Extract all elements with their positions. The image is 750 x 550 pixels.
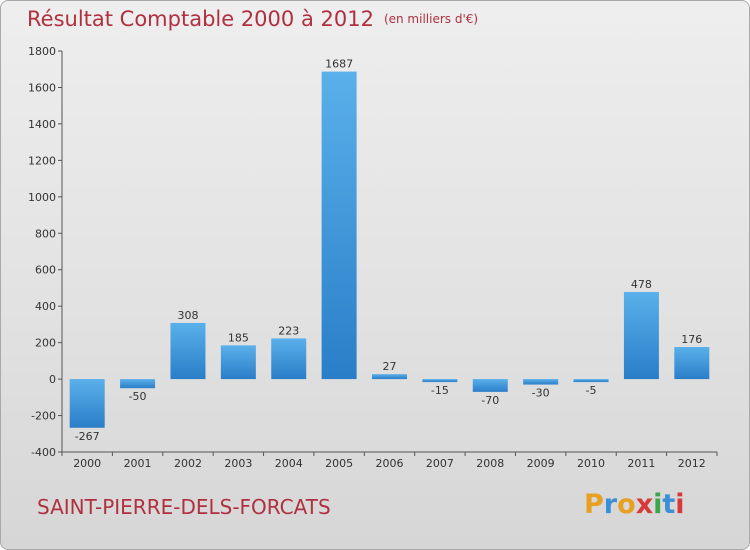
data-label: 185 [228,331,249,344]
y-tick-label: 400 [35,300,56,313]
data-label: 176 [681,333,702,346]
bars [69,71,710,428]
logo-letter: P [584,489,604,520]
chart-unit: (en milliers d'€) [383,12,479,26]
y-tick-label: 1800 [28,45,56,58]
bar [271,338,307,380]
data-label: -50 [129,390,147,403]
logo-letter: r [603,489,618,520]
logo-letter: t [662,489,676,520]
logo-letter: o [617,489,636,520]
bar [120,379,156,389]
logo-letter: x [635,489,654,520]
y-tick-label: 800 [35,227,56,240]
x-tick-label: 2012 [678,457,706,470]
bar [372,374,407,380]
chart-title: Résultat Comptable 2000 à 2012 (en millie… [27,7,478,31]
x-tick-label: 2009 [527,457,555,470]
bar [422,379,458,383]
y-tick-label: 1000 [28,191,56,204]
y-tick-label: 1400 [28,118,56,131]
proxiti-logo: Proxiti [584,489,685,520]
bar [321,71,357,380]
bar [623,291,659,380]
x-tick-label: 2006 [376,457,404,470]
x-tick-label: 2008 [476,457,504,470]
bar [472,379,508,392]
axes: -400 -200 0 200 400 600 800 1000 1200 1400 1600 180… [28,45,718,470]
data-label: 223 [278,324,299,337]
logo-letter: i [675,489,685,520]
data-label: -30 [532,387,550,400]
data-label: 1687 [325,58,353,71]
y-tick-label: -200 [31,410,56,423]
x-tick-label: 2004 [275,457,303,470]
bar [69,379,105,428]
data-label: -70 [481,394,499,407]
x-tick-label: 2007 [426,457,454,470]
bar [573,379,609,383]
x-tick-label: 2001 [124,457,152,470]
data-label: 27 [383,360,397,373]
logo-letter: i [653,489,663,520]
data-label: 478 [631,278,652,291]
x-tick-label: 2011 [627,457,655,470]
data-labels: -267 -50 308 185 223 1687 27 -15 -70 -30 -5 478 176 [75,58,703,443]
bar [523,379,559,385]
data-label: -267 [75,430,100,443]
bar [170,322,206,380]
data-label: -15 [431,384,449,397]
data-label: 308 [177,309,198,322]
bar [674,347,710,380]
chart-title-text: Résultat Comptable 2000 à 2012 [27,7,374,31]
bar [220,345,256,380]
x-tick-label: 2010 [577,457,605,470]
x-tick-label: 2002 [174,457,202,470]
y-tick-label: 200 [35,337,56,350]
y-tick-label: 1200 [28,154,56,167]
y-tick-label: -400 [31,446,56,459]
y-tick-label: 0 [49,373,56,386]
y-tick-label: 1600 [28,81,56,94]
x-tick-label: 2003 [224,457,252,470]
x-tick-label: 2005 [325,457,353,470]
data-label: -5 [586,384,597,397]
x-tick-label: 2000 [73,457,101,470]
y-tick-label: 600 [35,264,56,277]
commune-name: SAINT-PIERRE-DELS-FORCATS [37,495,331,519]
